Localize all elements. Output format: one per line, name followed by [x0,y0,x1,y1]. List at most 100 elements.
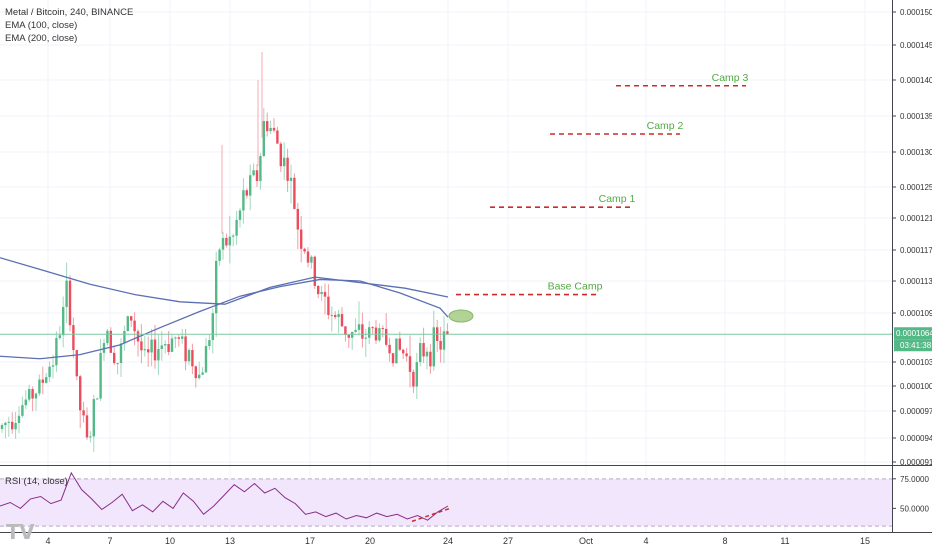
candle-body [252,170,255,176]
current-price-label: 0.0001064 [896,329,932,338]
candle-body [368,327,371,338]
candle-body [310,256,313,263]
candle-body [153,339,157,361]
candle-body [48,366,51,378]
time-tick-label: 24 [443,536,453,546]
candle-body [313,256,316,286]
candle-body [286,157,289,181]
candle-body [269,127,272,132]
candle-body [259,155,262,182]
candle-body [371,327,374,329]
candle-body [164,344,167,346]
candle-body [92,399,95,437]
candle-body [327,296,330,316]
candle-body [289,177,293,181]
candle-body [351,331,354,338]
candle-body [232,235,235,237]
candle-body [72,325,75,351]
candle-body [130,316,133,321]
candle-body [34,393,38,399]
rsi-legend[interactable]: RSI (14, close) [5,476,68,487]
candle-body [38,379,41,394]
target-label-0: Base Camp [548,281,603,293]
candle-body [323,291,327,297]
candle-body [395,338,398,364]
candle-body [17,415,21,423]
candle-body [262,121,265,156]
time-tick-label: 4 [45,536,50,546]
candle-body [58,335,61,339]
time-tick-label: 7 [107,536,112,546]
ema200-legend[interactable]: EMA (200, close) [5,33,78,44]
candle-body [276,130,279,144]
candle-body [235,219,238,236]
candle-body [408,356,412,372]
candle-body [354,329,357,332]
candle-body [41,379,44,383]
candle-body [21,405,24,416]
candle-body [174,337,177,339]
candle-body [24,399,27,406]
candle-body [442,331,446,350]
rsi-tick-label: 50.0000 [900,504,929,513]
candle-body [89,436,92,438]
candle-body [381,328,384,330]
rsi-band [0,478,892,527]
candle-body [102,343,106,353]
candle-body [337,314,340,318]
candle-body [167,344,170,352]
candle-body [28,389,31,400]
candle-body [215,260,218,314]
candle-body [255,170,259,182]
candle-body [106,330,109,344]
candle-body [279,143,282,167]
time-tick-label: 4 [643,536,648,546]
candle-body [133,320,136,332]
candle-body [116,362,119,364]
candle-body [419,343,422,363]
candle-body [208,340,211,347]
candle-body [388,344,391,354]
candle-body [82,410,85,416]
target-label-2: Camp 2 [647,120,684,132]
candle-body [126,316,129,332]
candle-body [422,343,425,357]
target-label-1: Camp 1 [599,193,636,205]
candle-body [432,327,435,367]
candle-body [249,175,252,196]
candle-body [283,157,286,167]
candle-body [68,280,72,326]
target-label-3: Camp 3 [712,72,749,84]
candle-body [170,338,174,352]
candle-body [157,349,160,361]
candle-body [300,229,303,249]
candle-body [177,337,180,339]
candle-body [334,314,337,318]
ema100-line [0,278,449,360]
candle-body [194,366,197,379]
chart-legend: Metal / Bitcoin, 240, BINANCE EMA (100, … [5,6,133,45]
time-tick-label: 20 [365,536,375,546]
ema100-legend[interactable]: EMA (100, close) [5,20,78,31]
symbol-title[interactable]: Metal / Bitcoin, 240, BINANCE [5,7,134,18]
candle-body [402,349,405,354]
candle-body [446,331,449,335]
candle-body [385,328,388,345]
ema200-line [0,257,449,305]
candle-body [439,340,442,350]
candle-body [150,339,153,353]
candle-body [79,376,82,411]
candle-body [415,362,418,387]
candle-body [405,353,408,357]
candle-body [320,291,323,295]
candle-body [14,422,17,430]
